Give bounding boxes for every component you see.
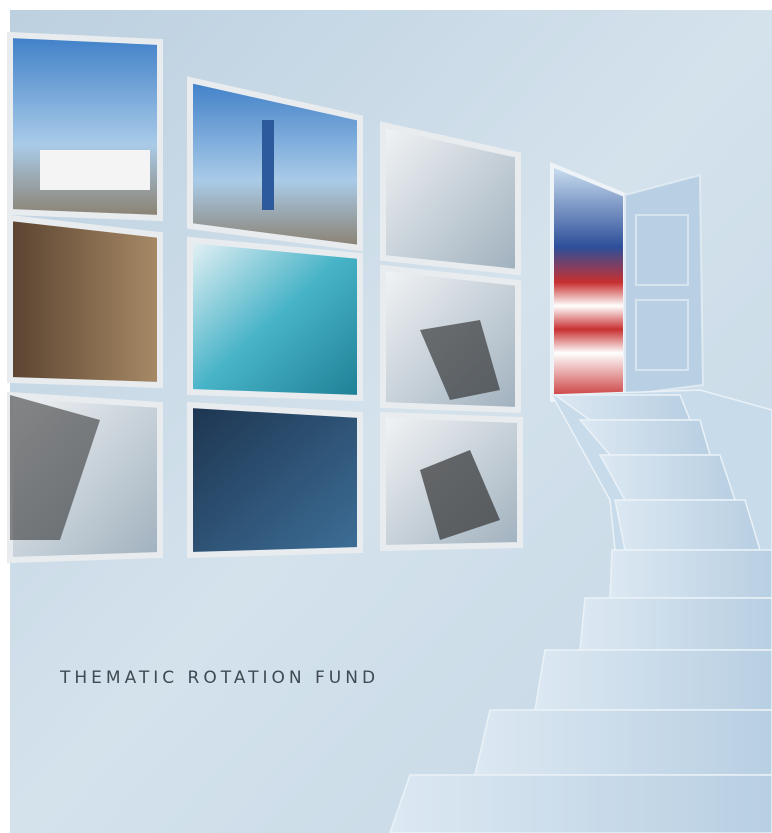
frame-warehouse [10,218,160,385]
fund-title: THEMATIC ROTATION FUND [59,668,379,688]
frame-servers [190,405,360,555]
step [390,775,772,833]
step [580,598,772,650]
step [615,500,760,550]
frame-truck [10,35,160,218]
cover-image: THEMATIC ROTATION FUND [0,0,772,833]
rig [262,120,274,210]
door-opening [552,165,625,400]
step [535,650,772,710]
step [610,550,772,598]
door [552,165,703,400]
frame-lab [190,240,360,398]
page: THEMATIC ROTATION FUND (() => { const da… [0,0,772,833]
truck [40,150,150,190]
step [475,710,772,775]
